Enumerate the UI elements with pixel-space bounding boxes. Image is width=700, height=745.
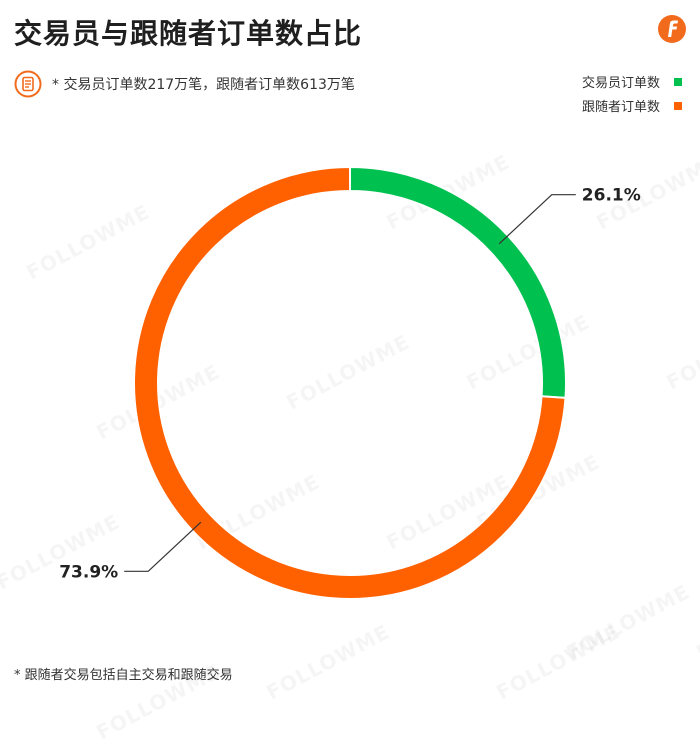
note-row: * 交易员订单数217万笔，跟随者订单数613万笔 [14, 70, 355, 98]
page-title: 交易员与跟随者订单数占比 [14, 17, 363, 50]
legend-item-trader: 交易员订单数 [582, 72, 682, 91]
leader-line [498, 194, 576, 245]
legend-label-follower: 跟随者订单数 [581, 100, 660, 115]
legend: 交易员订单数 跟随者订单数 [582, 72, 682, 115]
leader-line [124, 521, 202, 572]
legend-swatch-follower [674, 101, 682, 110]
donut-slice-follower [133, 165, 567, 600]
footnote: * 跟随者交易包括自主交易和跟随交易 [14, 668, 233, 683]
legend-item-follower: 跟随者订单数 [582, 96, 682, 115]
legend-label-trader: 交易员订单数 [581, 76, 660, 91]
donut-chart: 26.1% 73.9% [59, 165, 641, 600]
order-count-note: * 交易员订单数217万笔，跟随者订单数613万笔 [52, 77, 355, 93]
document-icon [14, 70, 42, 98]
followme-logo-icon [658, 15, 686, 43]
data-label-follower: 73.9% [59, 562, 118, 582]
legend-swatch-trader [674, 77, 682, 86]
donut-slice-trader [349, 165, 567, 399]
data-label-trader: 26.1% [582, 186, 641, 206]
